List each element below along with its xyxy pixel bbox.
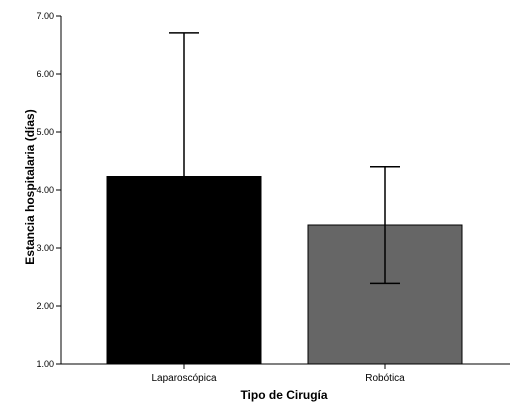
y-tick-label: 6.00 <box>36 69 54 79</box>
x-tick-label: Laparoscópica <box>151 373 216 384</box>
y-tick-label: 1.00 <box>36 359 54 369</box>
y-tick-label: 2.00 <box>36 301 54 311</box>
plot-area: 1.00 2.00 3.00 4.00 5.00 6.00 7.00 Laparoscópic… <box>36 11 510 384</box>
y-tick-label: 7.00 <box>36 11 54 21</box>
y-axis-title: Estancia hospitalaria (días) <box>23 109 37 264</box>
y-tick-label: 4.00 <box>36 185 54 195</box>
x-axis-title: Tipo de Cirugía <box>240 388 327 402</box>
y-tick-label: 3.00 <box>36 243 54 253</box>
y-tick-label: 5.00 <box>36 127 54 137</box>
x-tick-label: Robótica <box>365 373 405 384</box>
